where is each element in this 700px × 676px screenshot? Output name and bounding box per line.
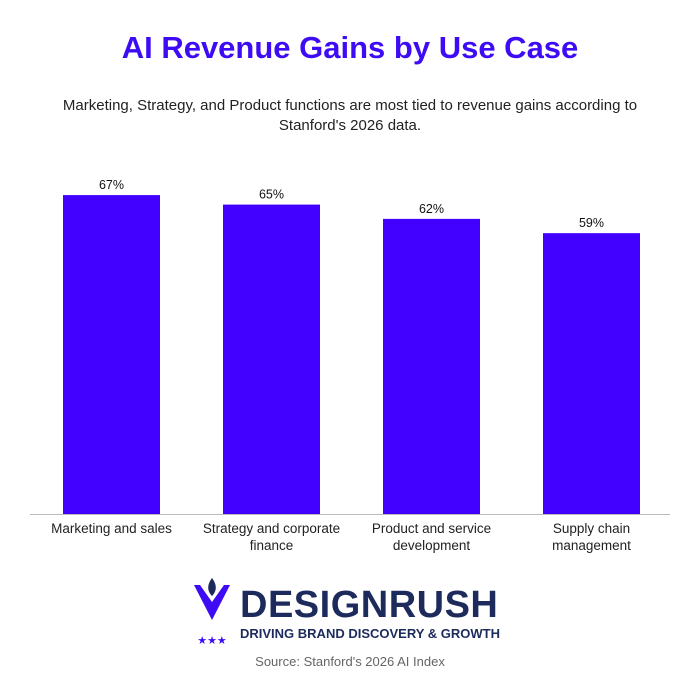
bar — [543, 233, 640, 514]
x-tick-label: Marketing and sales — [51, 521, 172, 536]
x-tick-label: Supply chain management — [552, 521, 631, 553]
value-label: 65% — [259, 188, 284, 202]
value-label: 62% — [419, 202, 444, 216]
logo-name: DESIGNRUSH — [240, 584, 499, 626]
svg-text:★★★: ★★★ — [197, 635, 227, 647]
x-tick-label: Product and service development — [371, 521, 492, 553]
value-label: 67% — [99, 178, 124, 192]
x-tick-label: Strategy and corporate finance — [202, 521, 341, 553]
bar — [383, 218, 480, 514]
logo-tagline: DRIVING BRAND DISCOVERY & GROWTH — [240, 626, 501, 641]
bar — [223, 204, 320, 514]
logo-icon: ★★★ — [194, 578, 230, 647]
source: Source: Stanford's 2026 AI Index — [255, 654, 445, 669]
bar — [63, 195, 160, 514]
chart-subtitle: Marketing, Strategy, and Product functio… — [62, 97, 638, 134]
chart-title: AI Revenue Gains by Use Case — [121, 30, 579, 65]
value-label: 59% — [579, 216, 604, 230]
